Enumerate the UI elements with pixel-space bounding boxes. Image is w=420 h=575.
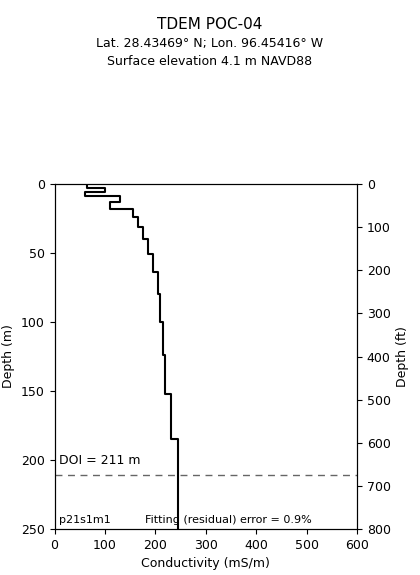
Text: Surface elevation 4.1 m NAVD88: Surface elevation 4.1 m NAVD88 bbox=[108, 55, 312, 68]
Text: DOI = 211 m: DOI = 211 m bbox=[59, 454, 140, 467]
X-axis label: Conductivity (mS/m): Conductivity (mS/m) bbox=[142, 557, 270, 570]
Y-axis label: Depth (ft): Depth (ft) bbox=[396, 326, 409, 387]
Text: Lat. 28.43469° N; Lon. 96.45416° W: Lat. 28.43469° N; Lon. 96.45416° W bbox=[97, 37, 323, 51]
Y-axis label: Depth (m): Depth (m) bbox=[3, 324, 16, 389]
Text: Fitting (residual) error = 0.9%: Fitting (residual) error = 0.9% bbox=[145, 515, 312, 525]
Text: p21s1m1: p21s1m1 bbox=[59, 515, 110, 525]
Text: TDEM POC-04: TDEM POC-04 bbox=[158, 17, 262, 32]
